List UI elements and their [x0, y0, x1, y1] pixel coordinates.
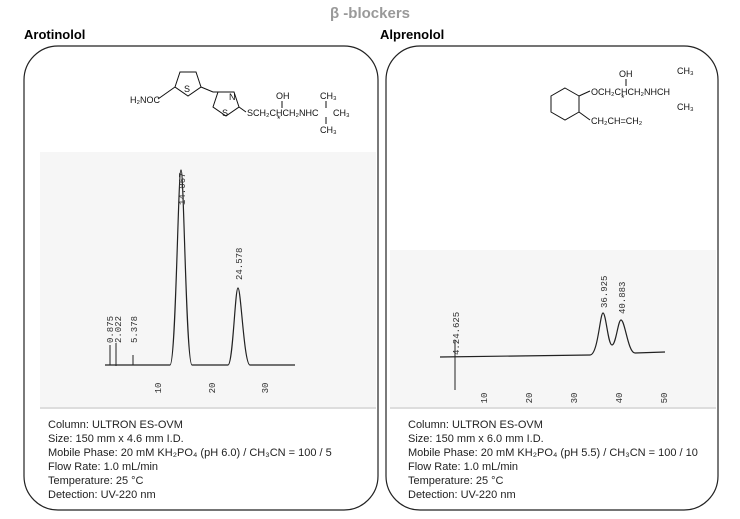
peak-label: 2.022	[114, 316, 124, 343]
structure-label: S	[222, 108, 228, 118]
chromatogram-trace	[439, 312, 666, 358]
peak-label: 0.875	[106, 316, 116, 343]
x-tick-label: 40	[615, 393, 625, 404]
x-tick-label: 10	[154, 383, 164, 394]
condition: Detection: UV-220 nm	[408, 489, 516, 501]
x-tick-label: 30	[261, 383, 271, 394]
condition: Size: 150 mm x 4.6 mm I.D.	[48, 433, 184, 445]
condition: Size: 150 mm x 6.0 mm I.D.	[408, 433, 544, 445]
bond	[157, 86, 176, 100]
chromatogram-bg	[390, 250, 716, 407]
bond	[238, 106, 247, 113]
structure-label: CH₃	[320, 91, 337, 101]
structure-label: *	[621, 93, 625, 103]
condition: Column: ULTRON ES-OVM	[48, 419, 183, 431]
peak-label: 40.883	[618, 282, 628, 314]
structure-label: H₂NOC	[130, 95, 160, 105]
chromatogram-trace	[105, 169, 295, 366]
structure-label: OH	[276, 91, 290, 101]
panel: H₂NOC S N S OH SCH₂CHCH₂NHC CH₃ CH₃ CH₃ …	[23, 45, 379, 511]
panel-title: Alprenolol	[380, 27, 444, 42]
structure-label: N	[229, 92, 236, 102]
condition: Column: ULTRON ES-OVM	[408, 419, 543, 431]
structure-label: S	[184, 84, 190, 94]
figure-title: β -blockers	[330, 5, 410, 22]
chromatogram-bg	[40, 152, 376, 407]
structure-label: OCH₂CHCH₂NHCH	[591, 87, 670, 97]
structure-label: CH₃	[677, 66, 694, 76]
x-tick-label: 10	[480, 393, 490, 404]
panel-title: Arotinolol	[24, 27, 85, 42]
structure-label: CH₃	[333, 108, 350, 118]
structure-label: CH₃	[320, 125, 337, 135]
x-tick-label: 50	[660, 393, 670, 404]
peak-label: 4.24.625	[452, 312, 462, 355]
structure-label: CH₃	[677, 102, 694, 112]
peak-label: 5.378	[130, 316, 140, 343]
bond	[578, 90, 591, 97]
thiophene-ring	[174, 71, 202, 97]
bond	[578, 111, 591, 121]
structure-label: SCH₂CHCH₂NHC	[247, 108, 319, 118]
thiazole-ring	[212, 91, 240, 117]
peak-label: 36.925	[600, 276, 610, 308]
peak-label: 24.578	[235, 248, 245, 280]
peak-label: 14.067	[178, 173, 188, 205]
structure-label: *	[277, 114, 281, 124]
bond	[200, 86, 218, 93]
x-tick-label: 20	[525, 393, 535, 404]
condition: Mobile Phase: 20 mM KH₂PO₄ (pH 5.5) / CH…	[408, 447, 698, 459]
condition: Mobile Phase: 20 mM KH₂PO₄ (pH 6.0) / CH…	[48, 447, 332, 459]
condition: Flow Rate: 1.0 mL/min	[48, 461, 158, 473]
structure-label: CH₂CH=CH₂	[591, 116, 643, 126]
condition: Temperature: 25 °C	[48, 475, 144, 487]
x-tick-label: 30	[570, 393, 580, 404]
panel: OH OCH₂CHCH₂NHCH CH₃ CH₃ CH₂CH=CH₂ * 4.2…	[385, 45, 719, 511]
structure-label: OH	[619, 69, 633, 79]
x-tick-label: 20	[208, 383, 218, 394]
condition: Flow Rate: 1.0 mL/min	[408, 461, 518, 473]
condition: Detection: UV-220 nm	[48, 489, 156, 501]
condition: Temperature: 25 °C	[408, 475, 504, 487]
